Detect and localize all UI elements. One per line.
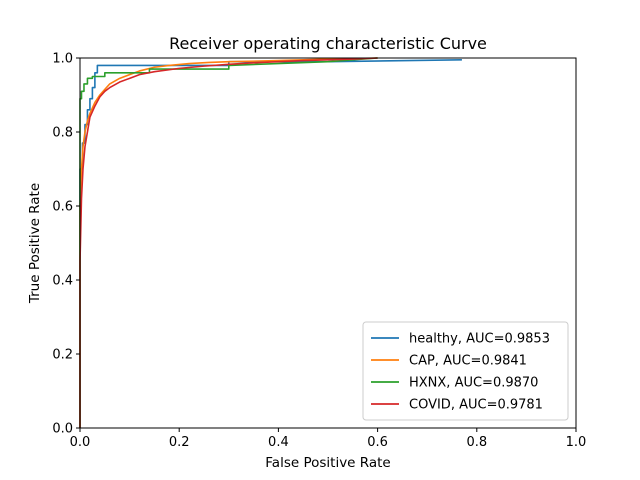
y-tick-label: 0.4 [52,274,73,289]
series-line-3 [79,57,378,428]
series-line-2 [79,57,378,428]
x-tick-label: 0.8 [466,435,487,450]
x-tick-label: 0.0 [70,435,91,450]
y-tick-label: 0.8 [52,126,73,141]
x-tick-label: 0.6 [367,435,388,450]
axes-frame [79,57,577,429]
legend: healthy, AUC=0.9853 CAP, AUC=0.9841 HXNX, … [362,321,569,421]
legend-label: CAP, AUC=0.9841 [409,354,527,369]
y-tick-label: 0.6 [52,200,73,215]
x-tick-label: 0.2 [169,435,190,450]
x-tick-label: 1.0 [566,435,587,450]
x-axis-label: False Positive Rate [265,455,390,471]
y-tick-label: 0.0 [52,422,73,437]
y-axis-label: True Positive Rate [27,183,43,304]
y-tick-label: 1.0 [52,52,73,67]
legend-box [362,321,569,421]
series-layer [79,57,462,428]
x-axis: 0.0 0.2 0.4 0.6 0.8 1.0 [70,428,587,450]
legend-label: HXNX, AUC=0.9870 [409,376,538,391]
chart-title: Receiver operating characteristic Curve [169,34,487,53]
legend-label: COVID, AUC=0.9781 [409,398,543,413]
legend-label: healthy, AUC=0.9853 [409,332,550,347]
y-axis: 0.0 0.2 0.4 0.6 0.8 1.0 [52,52,80,437]
y-tick-label: 0.2 [52,348,73,363]
series-line-4 [79,57,378,428]
x-tick-label: 0.4 [268,435,289,450]
